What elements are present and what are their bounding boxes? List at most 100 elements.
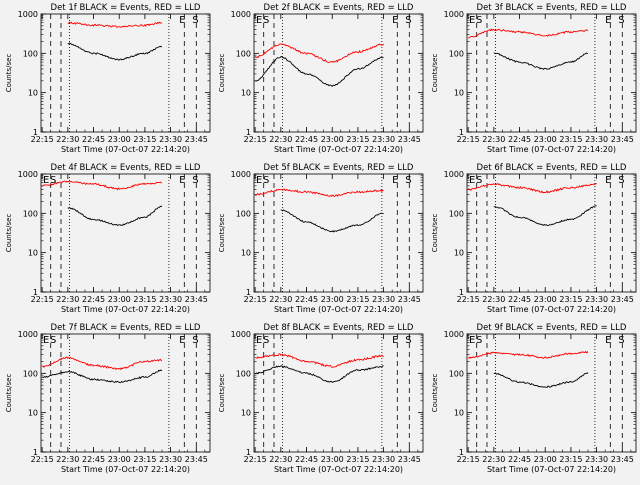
x-axis-label: Start Time (07-Oct-07 22:14:20)	[487, 465, 616, 474]
x-tick-label: 22:15	[457, 135, 480, 144]
panel-det-4: Det 4f BLACK = Events, RED = LLD 1 10 100 10…	[5, 163, 211, 314]
y-tick-label: 1000	[231, 10, 251, 19]
x-tick-label: 22:15	[457, 295, 480, 304]
x-tick-label: 23:15	[133, 295, 156, 304]
series-red-line	[41, 356, 163, 371]
y-axis-label: Counts/sec	[5, 214, 13, 253]
series-red-line	[41, 180, 163, 191]
plot-frame	[253, 13, 424, 133]
x-tick-label: 22:30	[269, 135, 292, 144]
x-axis-label: Start Time (07-Oct-07 22:14:20)	[487, 145, 616, 154]
x-tick-label: 23:15	[559, 455, 582, 464]
x-tick-label: 22:30	[56, 455, 79, 464]
x-tick-label: 23:15	[346, 295, 369, 304]
plot-frame	[466, 173, 637, 293]
x-tick-label: 23:00	[321, 455, 344, 464]
x-tick-label: 23:30	[159, 135, 182, 144]
y-tick-label: 100	[449, 209, 464, 218]
x-tick-label: 22:30	[482, 295, 505, 304]
x-tick-label: 23:15	[559, 135, 582, 144]
y-axis-label: Counts/sec	[218, 54, 226, 93]
x-tick-label: 23:00	[108, 455, 131, 464]
right-S-marker: S	[405, 335, 411, 346]
panel-det-1: Det 1f BLACK = Events, RED = LLD 1 10 100 10…	[5, 3, 211, 154]
left-S-marker: S	[476, 15, 482, 26]
series-red-line	[67, 21, 163, 28]
y-tick-label: 10	[241, 409, 251, 418]
y-tick-label: 1	[459, 448, 464, 457]
series-red-line	[468, 28, 589, 39]
right-E-marker: E	[605, 15, 611, 26]
right-E-marker: E	[605, 175, 611, 186]
plot-frame	[40, 173, 211, 293]
y-tick-label: 1	[459, 288, 464, 297]
y-tick-label: 100	[23, 369, 38, 378]
right-S-marker: S	[618, 15, 624, 26]
panel-title: Det 6f BLACK = Events, RED = LLD	[477, 163, 627, 173]
x-tick-label: 22:15	[457, 455, 480, 464]
x-tick-label: 23:45	[611, 295, 634, 304]
x-tick-label: 23:15	[346, 135, 369, 144]
y-axis-label: Counts/sec	[218, 214, 226, 253]
y-tick-label: 10	[454, 409, 464, 418]
right-E-marker: E	[392, 335, 398, 346]
plot-frame	[253, 333, 424, 453]
x-axis-label: Start Time (07-Oct-07 22:14:20)	[487, 305, 616, 314]
panel-title: Det 8f BLACK = Events, RED = LLD	[264, 323, 414, 333]
x-tick-label: 23:00	[108, 295, 131, 304]
left-E-marker: E	[256, 335, 262, 346]
x-tick-label: 23:30	[159, 455, 182, 464]
panel-det-2: Det 2f BLACK = Events, RED = LLD 1 10 100 10…	[218, 3, 424, 154]
right-S-marker: S	[618, 175, 624, 186]
x-tick-label: 22:30	[56, 295, 79, 304]
x-tick-label: 23:30	[585, 295, 608, 304]
x-tick-label: 23:15	[133, 135, 156, 144]
x-tick-label: 23:45	[185, 295, 208, 304]
y-tick-label: 1	[246, 288, 251, 297]
plot-frame	[40, 333, 211, 453]
x-axis-label: Start Time (07-Oct-07 22:14:20)	[274, 465, 403, 474]
x-tick-label: 22:45	[82, 135, 105, 144]
right-S-marker: S	[192, 15, 198, 26]
x-tick-label: 23:15	[346, 455, 369, 464]
x-tick-label: 22:30	[56, 135, 79, 144]
x-tick-label: 23:30	[585, 135, 608, 144]
panel-det-6: Det 6f BLACK = Events, RED = LLD 1 10 100 10…	[431, 163, 637, 314]
left-S-marker: S	[50, 335, 56, 346]
panel-det-3: Det 3f BLACK = Events, RED = LLD 1 10 100 10…	[431, 3, 637, 154]
right-E-marker: E	[179, 15, 185, 26]
y-tick-label: 1	[246, 128, 251, 137]
x-tick-label: 23:45	[185, 135, 208, 144]
y-axis-label: Counts/sec	[5, 374, 13, 413]
y-axis-label: Counts/sec	[431, 374, 439, 413]
y-tick-label: 10	[28, 249, 38, 258]
x-tick-label: 22:30	[269, 295, 292, 304]
plot-frame	[253, 173, 424, 293]
y-tick-label: 10	[241, 89, 251, 98]
x-tick-label: 22:45	[82, 295, 105, 304]
x-tick-label: 22:15	[31, 295, 54, 304]
y-tick-label: 100	[236, 49, 251, 58]
left-S-marker: S	[50, 175, 56, 186]
x-axis-label: Start Time (07-Oct-07 22:14:20)	[61, 465, 190, 474]
series-black-line	[493, 372, 589, 389]
left-S-marker: S	[263, 335, 269, 346]
y-tick-label: 100	[23, 209, 38, 218]
y-tick-label: 1	[33, 128, 38, 137]
y-tick-label: 100	[236, 209, 251, 218]
x-tick-label: 23:30	[585, 455, 608, 464]
x-tick-label: 23:00	[534, 135, 557, 144]
panel-title: Det 9f BLACK = Events, RED = LLD	[477, 323, 627, 333]
x-tick-label: 22:15	[31, 135, 54, 144]
y-tick-label: 1000	[444, 330, 464, 339]
y-axis-label: Counts/sec	[218, 374, 226, 413]
x-tick-label: 23:45	[398, 135, 421, 144]
y-tick-label: 1	[33, 288, 38, 297]
x-tick-label: 23:00	[108, 135, 131, 144]
panel-title: Det 4f BLACK = Events, RED = LLD	[51, 163, 201, 173]
panel-title: Det 3f BLACK = Events, RED = LLD	[477, 3, 627, 13]
x-tick-label: 23:30	[372, 295, 395, 304]
y-axis-label: Counts/sec	[431, 214, 439, 253]
